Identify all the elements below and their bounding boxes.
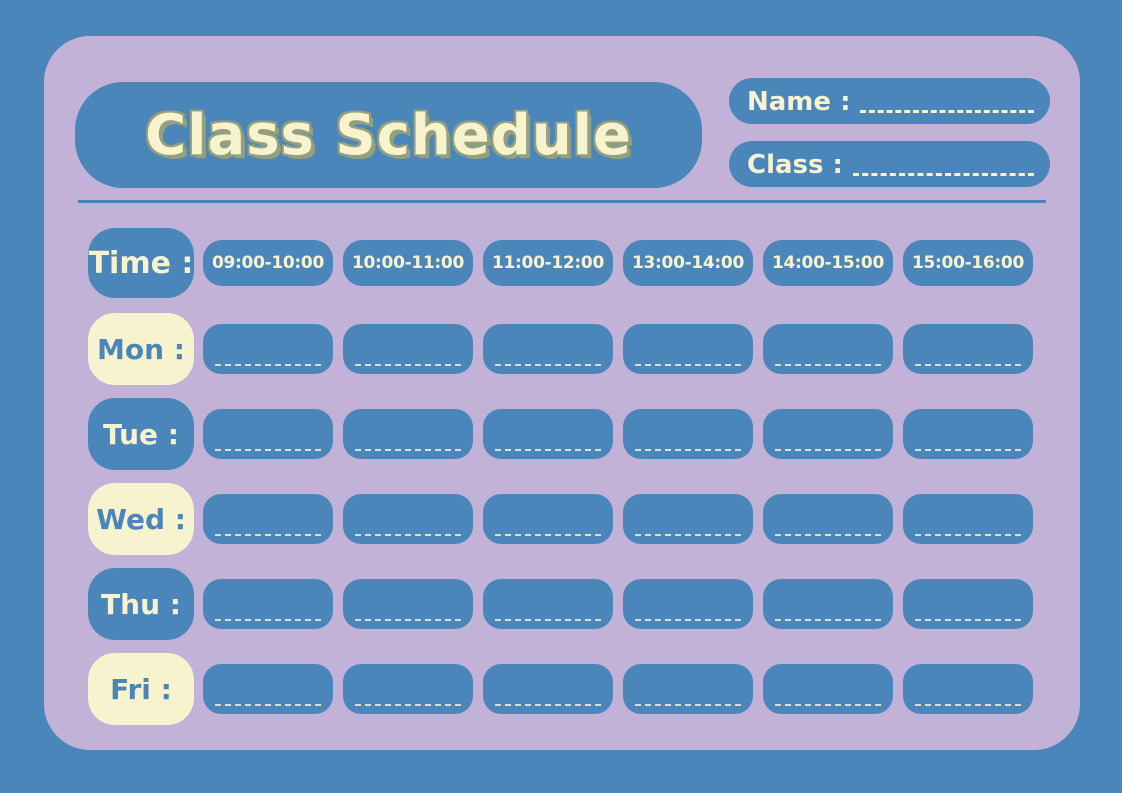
time-slot-2: 11:00-12:00	[483, 240, 613, 286]
cell-write-line	[215, 619, 321, 621]
cell-write-line	[495, 704, 601, 706]
class-field[interactable]: Class :	[729, 141, 1050, 187]
day-cells-2	[203, 494, 1033, 544]
cell-write-line	[775, 534, 881, 536]
schedule-cell[interactable]	[623, 494, 753, 544]
schedule-cell[interactable]	[623, 664, 753, 714]
schedule-cell[interactable]	[483, 664, 613, 714]
title-banner: Class Schedule	[75, 82, 702, 188]
schedule-cell[interactable]	[903, 579, 1033, 629]
schedule-cell[interactable]	[343, 494, 473, 544]
page-title: Class Schedule	[145, 102, 632, 168]
cell-write-line	[775, 704, 881, 706]
time-slot-5: 15:00-16:00	[903, 240, 1033, 286]
name-input-line[interactable]	[860, 110, 1034, 113]
cell-write-line	[775, 449, 881, 451]
day-cells-3	[203, 579, 1033, 629]
schedule-cell[interactable]	[903, 494, 1033, 544]
cell-write-line	[915, 534, 1021, 536]
time-slot-0: 09:00-10:00	[203, 240, 333, 286]
class-input-line[interactable]	[852, 173, 1034, 176]
day-cells-1	[203, 409, 1033, 459]
day-row-0: Mon :	[88, 313, 1033, 385]
day-cells-4	[203, 664, 1033, 714]
day-label-0: Mon :	[88, 313, 194, 385]
name-label: Name :	[747, 87, 851, 117]
cell-write-line	[495, 619, 601, 621]
day-row-4: Fri :	[88, 653, 1033, 725]
cell-write-line	[495, 534, 601, 536]
cell-write-line	[355, 449, 461, 451]
cell-write-line	[495, 449, 601, 451]
day-row-1: Tue :	[88, 398, 1033, 470]
cell-write-line	[915, 619, 1021, 621]
schedule-cell[interactable]	[763, 579, 893, 629]
schedule-cell[interactable]	[343, 324, 473, 374]
cell-write-line	[635, 619, 741, 621]
cell-write-line	[915, 449, 1021, 451]
cell-write-line	[495, 364, 601, 366]
schedule-cell[interactable]	[763, 664, 893, 714]
cell-write-line	[635, 704, 741, 706]
cell-write-line	[915, 704, 1021, 706]
cell-write-line	[775, 364, 881, 366]
day-label-3: Thu :	[88, 568, 194, 640]
cell-write-line	[355, 704, 461, 706]
cell-write-line	[215, 364, 321, 366]
day-label-2: Wed :	[88, 483, 194, 555]
time-row: Time :09:00-10:00 10:00-11:00 11:00-12:00 1…	[88, 228, 1033, 298]
day-row-2: Wed :	[88, 483, 1033, 555]
schedule-cell[interactable]	[903, 409, 1033, 459]
name-field[interactable]: Name :	[729, 78, 1050, 124]
schedule-cell[interactable]	[203, 324, 333, 374]
cell-write-line	[355, 534, 461, 536]
schedule-cell[interactable]	[203, 579, 333, 629]
time-slots: 09:00-10:00 10:00-11:00 11:00-12:00 13:00-1…	[203, 240, 1033, 286]
schedule-cell[interactable]	[203, 664, 333, 714]
schedule-cell[interactable]	[623, 324, 753, 374]
day-label-4: Fri :	[88, 653, 194, 725]
schedule-cell[interactable]	[483, 324, 613, 374]
schedule-cell[interactable]	[623, 579, 753, 629]
cell-write-line	[635, 449, 741, 451]
cell-write-line	[355, 619, 461, 621]
schedule-cell[interactable]	[763, 409, 893, 459]
cell-write-line	[775, 619, 881, 621]
schedule-cell[interactable]	[203, 494, 333, 544]
day-row-3: Thu :	[88, 568, 1033, 640]
schedule-cell[interactable]	[763, 494, 893, 544]
day-label-1: Tue :	[88, 398, 194, 470]
schedule-cell[interactable]	[343, 579, 473, 629]
schedule-cell[interactable]	[763, 324, 893, 374]
schedule-cell[interactable]	[903, 664, 1033, 714]
schedule-cell[interactable]	[203, 409, 333, 459]
schedule-card: Class Schedule Name : Class : Time :09:0…	[44, 36, 1080, 750]
cell-write-line	[215, 704, 321, 706]
schedule-cell[interactable]	[483, 579, 613, 629]
time-slot-4: 14:00-15:00	[763, 240, 893, 286]
cell-write-line	[355, 364, 461, 366]
time-slot-1: 10:00-11:00	[343, 240, 473, 286]
header-divider	[78, 200, 1046, 203]
schedule-cell[interactable]	[903, 324, 1033, 374]
class-label: Class :	[747, 150, 843, 180]
schedule-cell[interactable]	[343, 409, 473, 459]
cell-write-line	[635, 364, 741, 366]
day-cells-0	[203, 324, 1033, 374]
schedule-cell[interactable]	[343, 664, 473, 714]
cell-write-line	[915, 364, 1021, 366]
schedule-cell[interactable]	[483, 409, 613, 459]
schedule-cell[interactable]	[483, 494, 613, 544]
time-slot-3: 13:00-14:00	[623, 240, 753, 286]
cell-write-line	[635, 534, 741, 536]
time-row-label: Time :	[88, 228, 194, 298]
cell-write-line	[215, 534, 321, 536]
schedule-cell[interactable]	[623, 409, 753, 459]
cell-write-line	[215, 449, 321, 451]
